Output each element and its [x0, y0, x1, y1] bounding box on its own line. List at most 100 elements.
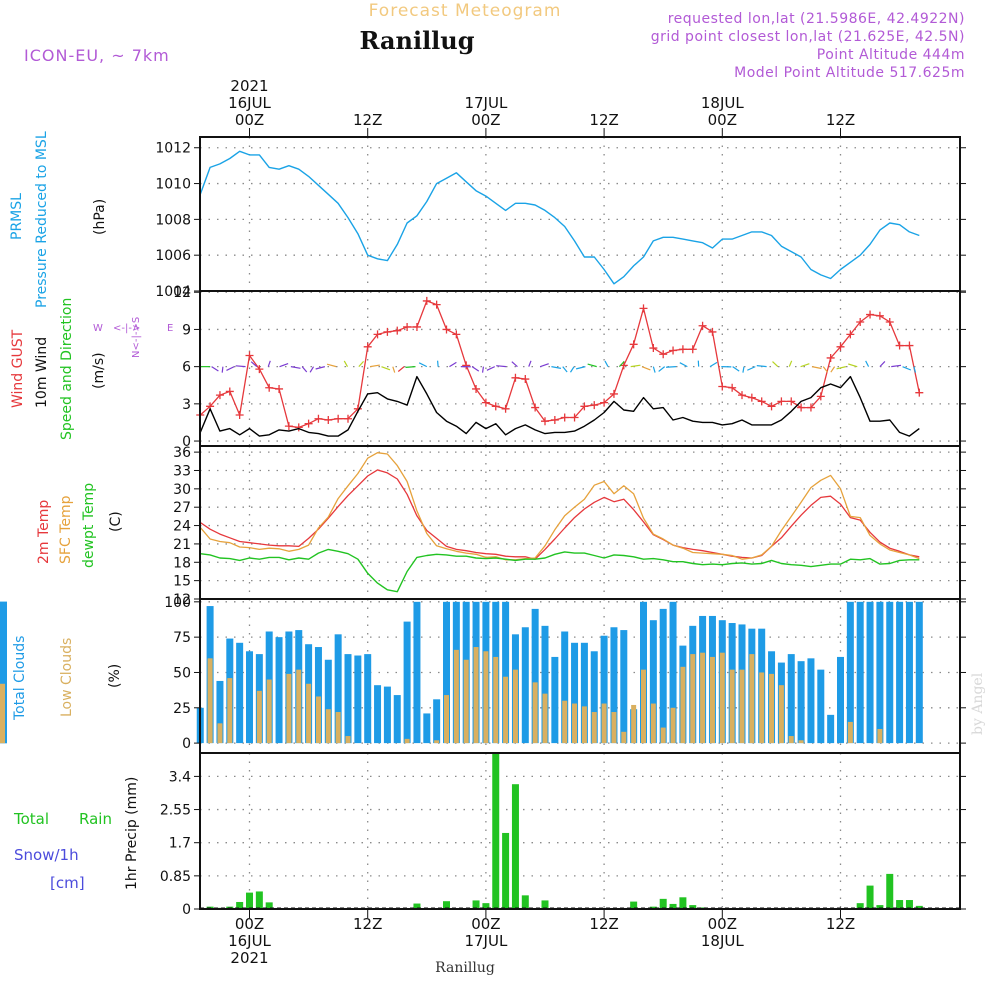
temp-label-sfc: SFC Temp [58, 495, 74, 564]
rain-bar [896, 900, 904, 909]
gust-marker [462, 361, 471, 370]
wind-direction-arrow [652, 366, 656, 373]
gust-marker [235, 411, 244, 419]
rain-bar [876, 905, 884, 909]
y-tick-label: 1006 [155, 248, 191, 264]
model-point-altitude: Model Point Altitude 517.625m [734, 65, 965, 81]
gust-marker [895, 341, 904, 350]
rain-bar [689, 905, 697, 909]
wind-unit: (m/s) [91, 352, 107, 389]
pressure-unit: (hPa) [92, 199, 108, 235]
gust-marker [915, 388, 924, 397]
y-tick-label: 25 [173, 701, 191, 717]
gust-marker [284, 422, 293, 431]
y-tick-label: 18 [173, 555, 191, 571]
wind-direction-arrow [630, 364, 641, 368]
gust-marker [324, 415, 333, 424]
low-cloud-bar [345, 736, 351, 744]
gust-marker [560, 413, 569, 422]
low-cloud-bar [404, 738, 410, 744]
cloud-label-low: Low Clouds [59, 638, 75, 717]
gust-marker [541, 417, 549, 426]
low-cloud-bar [670, 707, 676, 744]
wind-rose-e: E [167, 323, 173, 334]
wind-direction-arrow [358, 360, 364, 368]
gust-marker [373, 330, 382, 339]
gust-marker [787, 397, 796, 406]
low-cloud-bar [296, 669, 302, 744]
total-cloud-bar [837, 656, 844, 744]
wind-direction-arrow [742, 366, 745, 373]
gust-marker [472, 384, 481, 393]
gust-marker [767, 402, 776, 411]
total-cloud-bar [659, 608, 667, 744]
total-cloud-bar [620, 630, 628, 744]
gust-marker [511, 373, 520, 382]
low-cloud-bar [788, 736, 794, 744]
gust-marker [432, 300, 441, 309]
gust-marker [678, 345, 687, 354]
total-cloud-bar [590, 651, 598, 744]
total-cloud-bar [846, 601, 854, 744]
wind-direction-arrow [221, 366, 224, 373]
gust-marker [777, 397, 786, 406]
total-cloud-bar [502, 601, 510, 744]
gust-marker [403, 322, 412, 331]
y-tick-label: 2.55 [160, 803, 191, 819]
gust-marker [550, 415, 559, 424]
total-cloud-bar [905, 601, 913, 744]
total-cloud-bar [610, 627, 618, 744]
low-cloud-bar [453, 649, 459, 744]
gust-marker [866, 310, 875, 319]
gust-marker [688, 345, 697, 354]
total-cloud-bar [0, 601, 7, 744]
gridpoint-coords: grid point closest lon,lat (21.625E, 42.… [651, 29, 965, 45]
point-altitude: Point Altitude 444m [817, 47, 965, 63]
wind-direction-arrow [496, 365, 507, 368]
low-cloud-bar [562, 700, 568, 744]
panel-frame [199, 598, 961, 754]
gust-marker [797, 403, 806, 412]
gust-marker [580, 402, 589, 411]
low-cloud-bar [217, 723, 223, 744]
rain-bar [236, 901, 244, 909]
wind-line [199, 375, 920, 437]
low-cloud-bar [660, 727, 666, 744]
total-cloud-bar [551, 656, 559, 744]
x-tick-label-bottom: 00Z [708, 915, 737, 933]
wind-direction-arrow [709, 361, 718, 368]
total-cloud-bar [531, 608, 539, 744]
sfc-temp-line [199, 452, 920, 561]
y-tick-label: 0 [182, 902, 191, 918]
low-cloud-bar [266, 679, 272, 744]
wind-direction-arrow [309, 366, 315, 373]
precip-label-rain: Rain [79, 810, 112, 828]
wind-direction-arrow [211, 366, 219, 372]
gust-marker [806, 403, 815, 412]
x-tick-label-top: 00Z [235, 111, 264, 129]
y-tick-label: 21 [173, 537, 191, 553]
gust-marker [344, 414, 352, 423]
chart-marks [0, 151, 960, 909]
gust-marker [275, 384, 284, 393]
cloud-unit: (%) [107, 664, 123, 688]
wind-direction-arrow [397, 366, 405, 372]
low-cloud-bar [286, 673, 292, 744]
low-cloud-bar [542, 693, 548, 744]
total-cloud-bar [827, 714, 835, 744]
dewpt-line [200, 548, 920, 593]
wind-direction-arrow [511, 361, 518, 368]
gust-marker [718, 382, 727, 391]
total-cloud-bar [886, 601, 894, 744]
gust-marker [698, 321, 707, 330]
gust-marker [314, 414, 323, 423]
wind-direction-arrow [539, 363, 549, 368]
y-tick-label: 27 [173, 500, 191, 516]
wind-direction-arrow [587, 363, 597, 368]
wind-direction-arrow [343, 360, 349, 367]
wind-direction-arrow [449, 361, 457, 368]
wind-direction-arrow [604, 360, 609, 367]
wind-direction-arrow [392, 366, 396, 373]
low-cloud-bar [709, 656, 715, 744]
